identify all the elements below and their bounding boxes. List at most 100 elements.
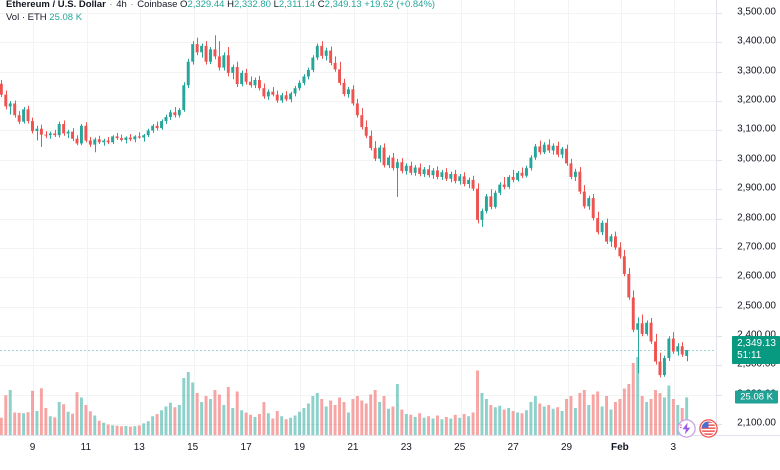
candle-body[interactable] — [217, 56, 221, 68]
candle-body[interactable] — [231, 67, 235, 73]
candle-body[interactable] — [298, 82, 301, 89]
candle-body[interactable] — [182, 85, 186, 110]
candle-body[interactable] — [124, 137, 128, 140]
candle-body[interactable] — [155, 125, 159, 129]
candle-body[interactable] — [444, 172, 448, 179]
candle-body[interactable] — [293, 88, 297, 94]
candle-body[interactable] — [13, 103, 17, 116]
candle-body[interactable] — [57, 124, 61, 136]
candle-body[interactable] — [391, 157, 395, 169]
candle-body[interactable] — [622, 256, 626, 274]
candle-body[interactable] — [311, 57, 315, 70]
candle-body[interactable] — [22, 109, 26, 122]
candle-body[interactable] — [627, 273, 631, 298]
candle-body[interactable] — [31, 121, 34, 132]
candle-body[interactable] — [524, 168, 528, 176]
candle-body[interactable] — [177, 109, 181, 116]
candle-body[interactable] — [35, 128, 39, 132]
last-price-badge[interactable]: 2,349.13 51:11 — [732, 336, 780, 365]
candle-body[interactable] — [48, 133, 52, 136]
candle-body[interactable] — [649, 322, 653, 342]
candle-body[interactable] — [565, 148, 568, 164]
candle-body[interactable] — [404, 165, 408, 172]
candle-body[interactable] — [667, 338, 671, 358]
candle-body[interactable] — [387, 157, 390, 166]
candle-body[interactable] — [609, 236, 613, 242]
candle-body[interactable] — [4, 94, 8, 107]
candle-body[interactable] — [671, 338, 675, 352]
candle-body[interactable] — [257, 79, 261, 89]
candle-body[interactable] — [97, 139, 101, 143]
candle-body[interactable] — [173, 112, 177, 116]
candle-body[interactable] — [645, 322, 649, 334]
candle-body[interactable] — [8, 103, 12, 107]
candle-body[interactable] — [226, 55, 230, 73]
candle-body[interactable] — [240, 72, 244, 85]
candle-body[interactable] — [222, 55, 226, 68]
candle-body[interactable] — [200, 45, 204, 53]
candle-body[interactable] — [355, 103, 359, 116]
candle-body[interactable] — [511, 176, 515, 180]
candle-body[interactable] — [560, 148, 564, 155]
candle-body[interactable] — [360, 115, 364, 127]
candle-body[interactable] — [467, 179, 471, 184]
candle-body[interactable] — [556, 145, 560, 155]
candle-body[interactable] — [44, 134, 48, 136]
candle-body[interactable] — [346, 89, 350, 95]
candle-body[interactable] — [338, 69, 342, 83]
candle-body[interactable] — [596, 218, 600, 233]
us-flag-globe-icon[interactable] — [699, 419, 718, 438]
candle-body[interactable] — [120, 138, 123, 140]
candle-body[interactable] — [191, 44, 195, 62]
candle-body[interactable] — [164, 116, 168, 122]
candle-body[interactable] — [685, 350, 689, 356]
candle-body[interactable] — [547, 144, 551, 151]
candle-body[interactable] — [333, 62, 337, 70]
time-axis[interactable]: 9 11 13 15 17 19 21 23 25 27 29 Feb 3 — [0, 435, 780, 470]
candle-body[interactable] — [600, 222, 604, 233]
candle-body[interactable] — [249, 81, 253, 86]
candle-body[interactable] — [654, 341, 657, 362]
candle-body[interactable] — [284, 95, 288, 100]
candle-body[interactable] — [431, 170, 435, 176]
candle-body[interactable] — [395, 162, 399, 169]
candle-body[interactable] — [378, 147, 382, 159]
candle-body[interactable] — [71, 131, 75, 139]
candle-body[interactable] — [128, 137, 132, 140]
candle-body[interactable] — [587, 198, 591, 207]
candlestick-series[interactable] — [0, 0, 716, 435]
legend-symbol-row[interactable]: Ethereum / U.S. Dollar · 4h · Coinbase O… — [6, 0, 435, 10]
candle-body[interactable] — [93, 139, 97, 145]
candle-body[interactable] — [39, 128, 43, 135]
candle-body[interactable] — [186, 61, 190, 86]
candle-body[interactable] — [578, 171, 582, 192]
candle-body[interactable] — [275, 94, 279, 101]
candle-body[interactable] — [569, 163, 573, 177]
candle-body[interactable] — [160, 121, 164, 129]
candle-body[interactable] — [573, 171, 577, 177]
legend-symbol[interactable]: Ethereum / U.S. Dollar — [6, 0, 106, 10]
candle-body[interactable] — [658, 361, 662, 376]
candle-body[interactable] — [613, 236, 617, 248]
candle-body[interactable] — [302, 76, 306, 83]
candle-body[interactable] — [209, 49, 212, 62]
candle-body[interactable] — [75, 138, 79, 144]
candle-body[interactable] — [111, 136, 115, 143]
candle-body[interactable] — [168, 112, 172, 117]
candle-body[interactable] — [471, 179, 475, 189]
candle-body[interactable] — [413, 167, 417, 173]
candle-body[interactable] — [591, 198, 595, 219]
candle-body[interactable] — [84, 125, 88, 141]
candle-body[interactable] — [315, 45, 319, 58]
candle-body[interactable] — [306, 69, 310, 77]
candle-body[interactable] — [422, 169, 426, 174]
candle-body[interactable] — [102, 140, 106, 143]
candle-body[interactable] — [551, 145, 555, 151]
candle-body[interactable] — [676, 346, 680, 352]
candle-body[interactable] — [253, 79, 257, 86]
candle-body[interactable] — [106, 140, 110, 143]
candle-body[interactable] — [489, 196, 493, 207]
candle-body[interactable] — [0, 83, 3, 95]
candle-body[interactable] — [382, 147, 386, 166]
